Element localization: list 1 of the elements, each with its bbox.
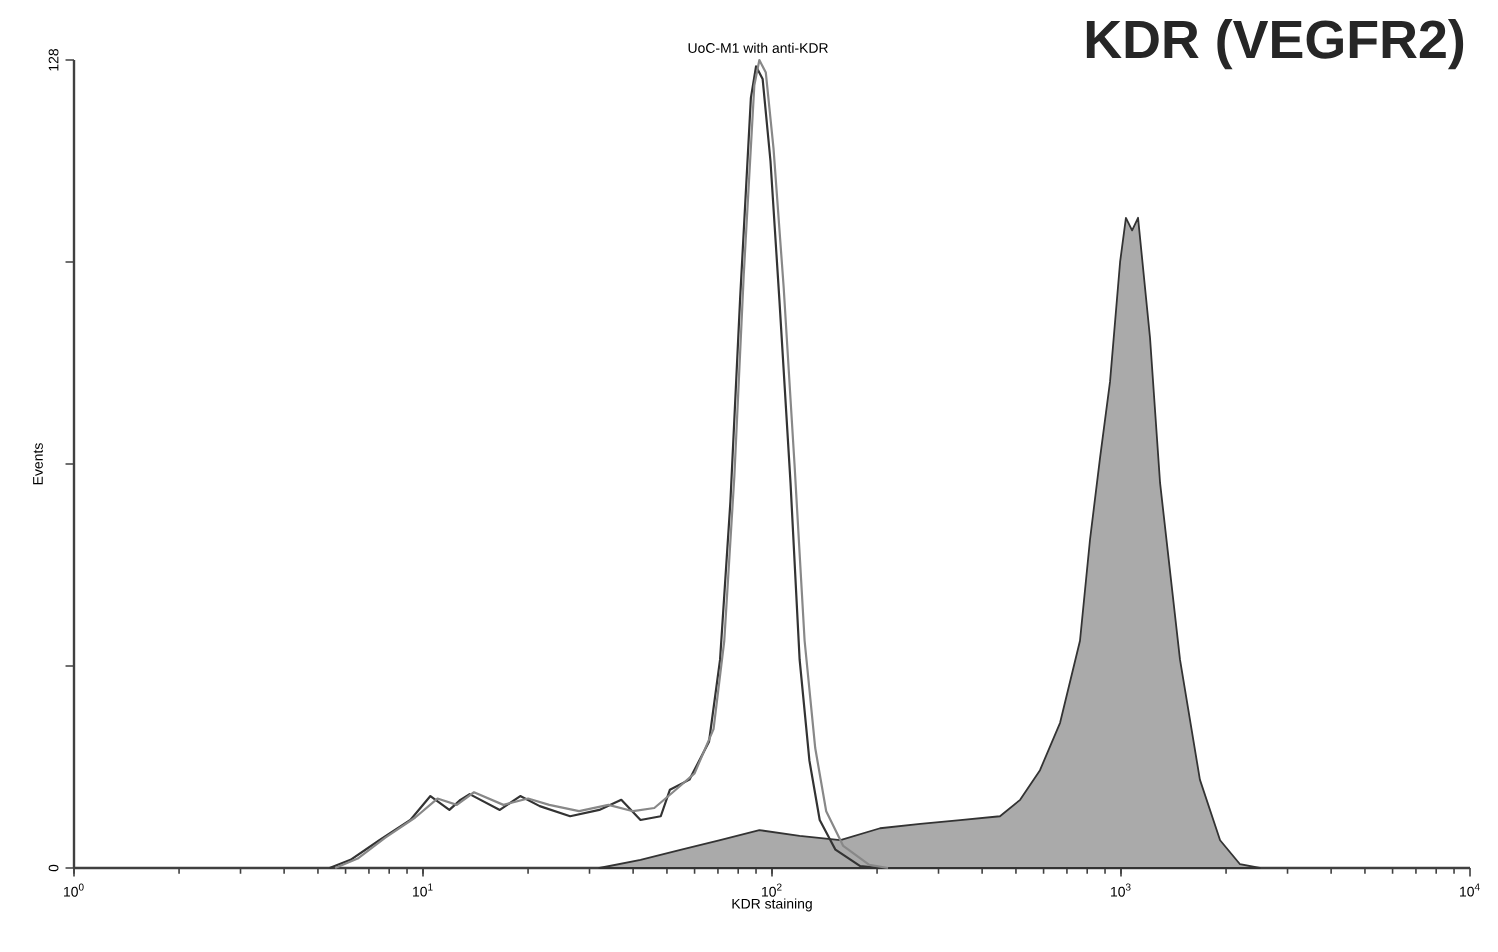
chart-title: KDR (VEGFR2) [1086, 19, 1464, 70]
